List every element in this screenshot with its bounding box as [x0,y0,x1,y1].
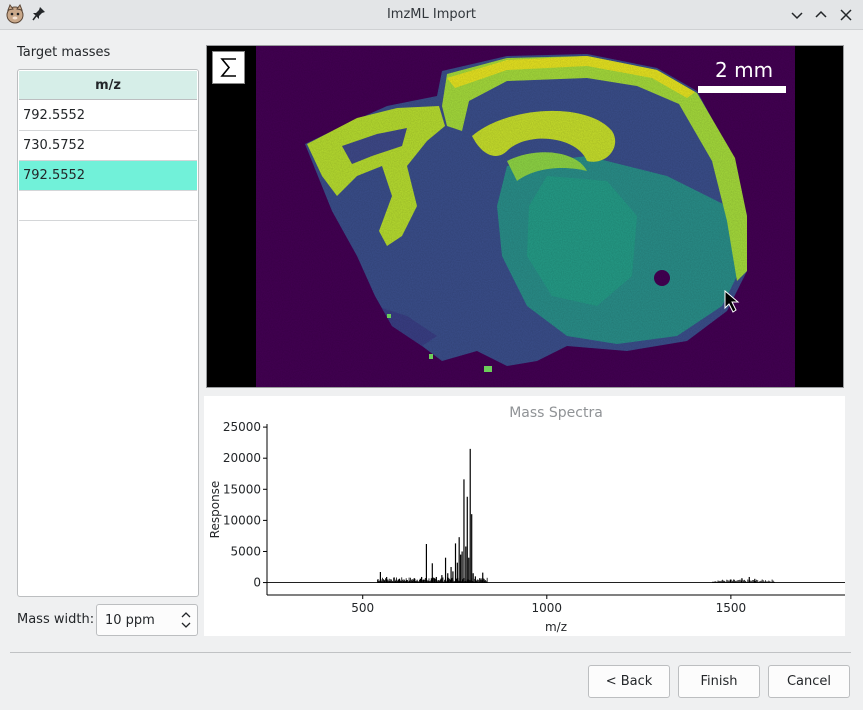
cancel-button[interactable]: Cancel [768,665,850,698]
scale-bar [698,86,786,93]
speckle [484,366,492,372]
noise-overlay [256,46,795,387]
chevron-down-icon [791,12,803,20]
speckle [429,354,433,359]
y-axis-label: Response [208,481,222,539]
cat-icon[interactable] [5,4,25,24]
window-title: ImzML Import [386,7,477,22]
maximize-button[interactable] [811,5,831,25]
x-axis-label: m/z [545,620,567,634]
scale-bar-label: 2 mm [715,58,774,82]
minimize-button[interactable] [787,5,807,25]
chevron-up-icon [815,10,827,18]
spectrum-chart[interactable]: Mass Spectra 0 5000 10000 15000 20000 25000 500… [204,396,845,636]
sigma-icon [220,58,236,77]
x-tick-label: 1500 [716,601,747,615]
mouse-cursor-icon [724,289,740,313]
mass-width-spinbox[interactable]: 10 ppm [96,604,198,636]
y-tick-label: 0 [253,576,261,590]
ion-image [256,46,795,387]
mass-width-value[interactable]: 10 ppm [105,613,155,628]
close-icon [840,9,852,21]
y-tick-label: 10000 [223,513,261,527]
separator [10,652,851,653]
speckle [387,314,391,318]
y-tick-label: 20000 [223,451,261,465]
y-tick-label: 5000 [230,544,261,558]
mass-width-label: Mass width: [17,612,95,627]
spin-arrows-icon[interactable] [179,609,193,631]
finish-button[interactable]: Finish [678,665,760,698]
target-masses-table[interactable]: m/z 792.5552 730.5752 792.5552 [17,69,199,597]
table-row-selected[interactable]: 792.5552 [19,161,197,191]
table-row[interactable]: 730.5752 [19,131,197,161]
table-row[interactable]: 792.5552 [19,101,197,131]
sum-button[interactable] [212,51,245,84]
mass-spectrum-plot[interactable]: Mass Spectra 0 5000 10000 15000 20000 25000 500… [204,396,845,636]
x-tick-label: 500 [351,601,374,615]
y-tick-label: 25000 [223,420,261,434]
title-bar: ImzML Import [0,0,863,30]
ion-image-view[interactable]: 2 mm [206,45,844,388]
pin-icon[interactable] [32,6,46,22]
target-masses-label: Target masses [17,45,111,60]
y-tick-label: 15000 [223,482,261,496]
close-button[interactable] [836,5,856,25]
back-button[interactable]: < Back [588,665,670,698]
table-row-empty[interactable] [19,191,197,221]
chart-title: Mass Spectra [509,405,603,421]
x-tick-label: 1000 [532,601,563,615]
mz-column-header[interactable]: m/z [19,71,197,100]
